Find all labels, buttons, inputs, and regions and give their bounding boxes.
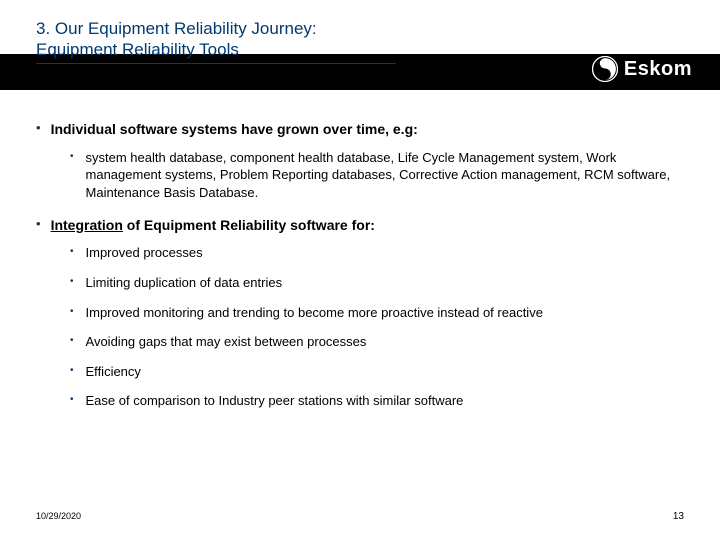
brand-logo: Eskom xyxy=(592,56,692,82)
title-box: 3. Our Equipment Reliability Journey: Eq… xyxy=(36,18,396,64)
subpoint-text: Improved processes xyxy=(86,244,203,262)
brand-name: Eskom xyxy=(624,58,692,81)
bullet-icon: • xyxy=(70,392,74,408)
slide-title-line1: 3. Our Equipment Reliability Journey: xyxy=(36,18,396,39)
list-item: • Improved monitoring and trending to be… xyxy=(70,304,684,322)
bullet-icon: • xyxy=(70,149,74,165)
footer-date: 10/29/2020 xyxy=(36,511,81,521)
list-item: • system health database, component heal… xyxy=(70,149,684,202)
subpoint-text: system health database, component health… xyxy=(86,149,684,202)
eskom-swirl-icon xyxy=(592,56,618,82)
slide-header: 3. Our Equipment Reliability Journey: Eq… xyxy=(0,0,720,92)
subpoint-text: Limiting duplication of data entries xyxy=(86,274,283,292)
slide-footer: 10/29/2020 13 xyxy=(36,511,684,522)
bullet-list-level2: • system health database, component heal… xyxy=(70,149,684,202)
bullet-icon: • xyxy=(70,244,74,260)
slide-title-line2: Equipment Reliability Tools xyxy=(36,39,396,60)
bullet-icon: • xyxy=(70,274,74,290)
subpoint-text: Improved monitoring and trending to beco… xyxy=(86,304,543,322)
bullet-icon: • xyxy=(70,333,74,349)
page-number: 13 xyxy=(673,511,684,522)
list-item: • Integration of Equipment Reliability s… xyxy=(36,216,684,410)
title-underline xyxy=(36,63,396,64)
subpoint-text: Efficiency xyxy=(86,363,141,381)
subpoint-text: Ease of comparison to Industry peer stat… xyxy=(86,392,464,410)
list-item: • Limiting duplication of data entries xyxy=(70,274,684,292)
bullet-list-level1: • Individual software systems have grown… xyxy=(36,120,684,410)
list-item: • Improved processes xyxy=(70,244,684,262)
slide-content: • Individual software systems have grown… xyxy=(36,120,684,424)
list-item: • Avoiding gaps that may exist between p… xyxy=(70,333,684,351)
subpoint-text: Avoiding gaps that may exist between pro… xyxy=(86,333,367,351)
point-text: Individual software systems have grown o… xyxy=(51,120,418,139)
bullet-icon: • xyxy=(36,216,41,233)
bullet-icon: • xyxy=(36,120,41,137)
bullet-icon: • xyxy=(70,363,74,379)
bullet-icon: • xyxy=(70,304,74,320)
list-item: • Individual software systems have grown… xyxy=(36,120,684,202)
list-item: • Ease of comparison to Industry peer st… xyxy=(70,392,684,410)
point-text: Integration of Equipment Reliability sof… xyxy=(51,216,375,235)
bullet-list-level2: • Improved processes • Limiting duplicat… xyxy=(70,244,684,409)
list-item: • Efficiency xyxy=(70,363,684,381)
underlined-word: Integration xyxy=(51,217,123,233)
point-text-rest: of Equipment Reliability software for: xyxy=(123,217,375,233)
slide: 3. Our Equipment Reliability Journey: Eq… xyxy=(0,0,720,540)
